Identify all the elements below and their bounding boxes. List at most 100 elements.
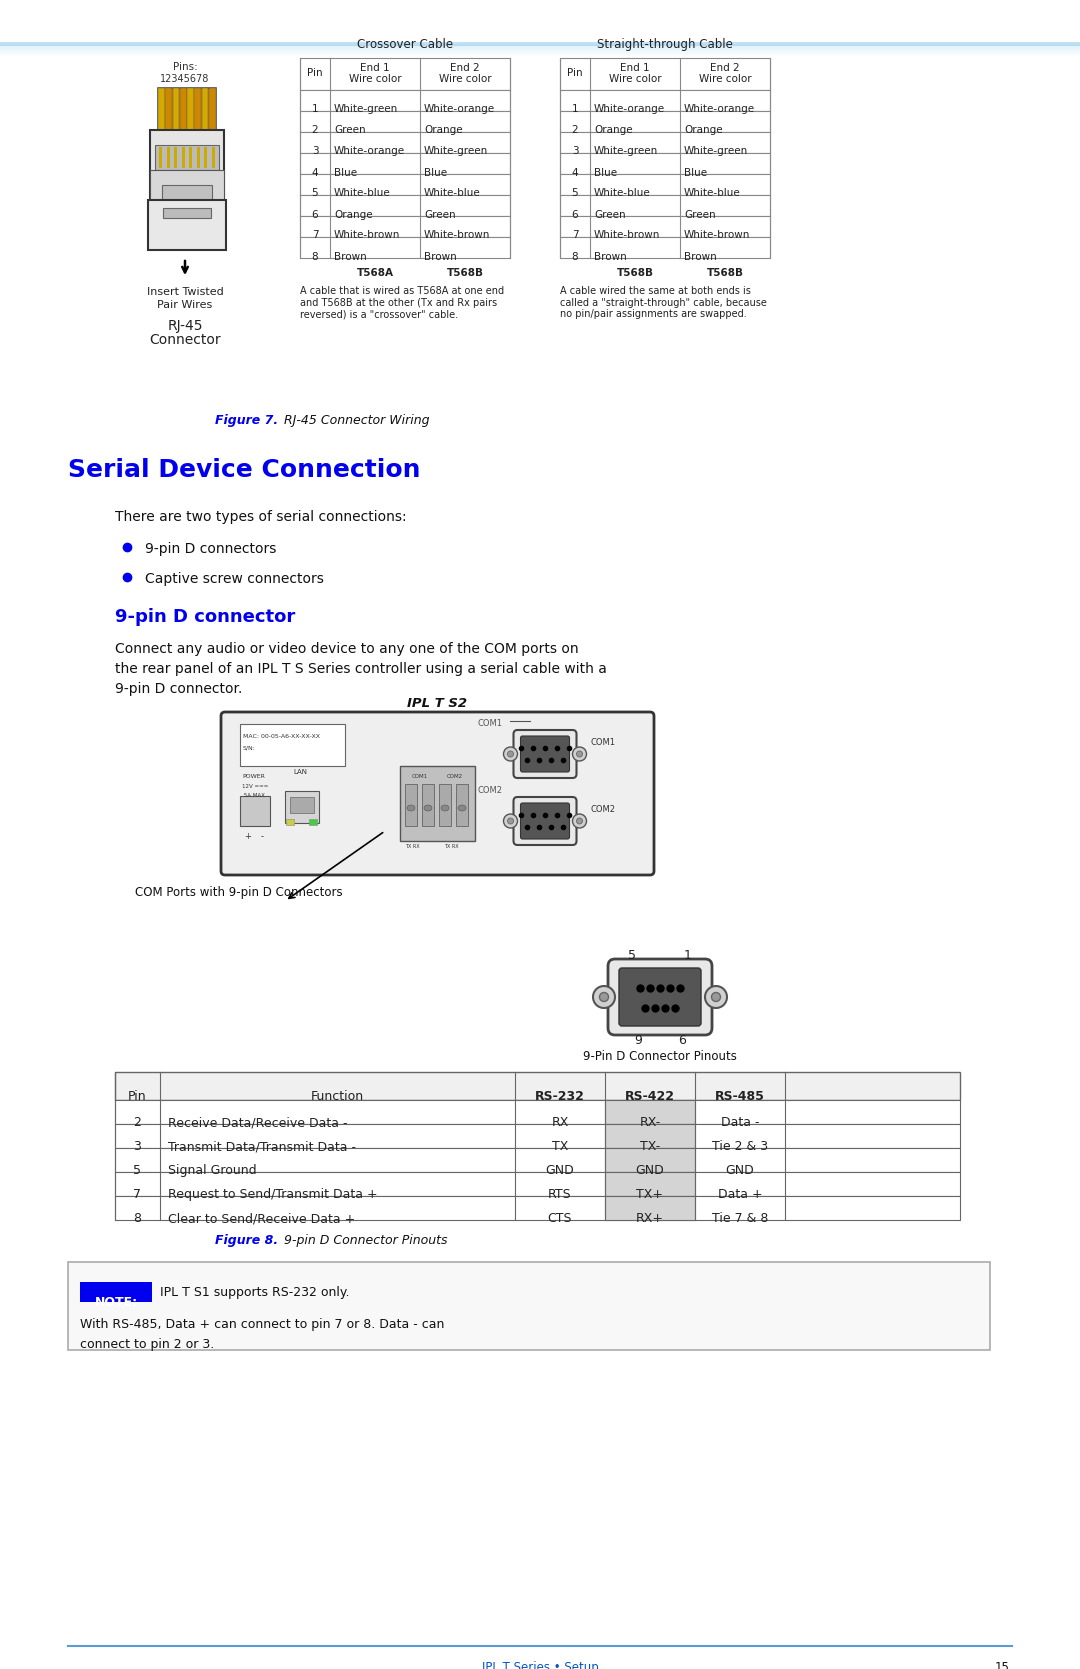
Text: Orange: Orange <box>684 125 723 135</box>
Text: Blue: Blue <box>594 167 617 177</box>
Text: Orange: Orange <box>594 125 633 135</box>
Text: 12345678: 12345678 <box>160 73 210 83</box>
Bar <box>156 145 219 170</box>
Text: NOTE:: NOTE: <box>94 1297 137 1308</box>
Text: 5: 5 <box>627 950 636 961</box>
Bar <box>165 88 172 130</box>
Text: 6: 6 <box>571 210 578 220</box>
Text: RJ-45 Connector Wiring: RJ-45 Connector Wiring <box>280 414 430 427</box>
Text: White-orange: White-orange <box>334 147 405 157</box>
Text: 6: 6 <box>678 1035 686 1046</box>
Text: GND: GND <box>726 1163 754 1177</box>
Text: Green: Green <box>594 210 625 220</box>
Text: RS-232: RS-232 <box>535 1090 585 1103</box>
Bar <box>456 784 468 826</box>
Text: White-brown: White-brown <box>424 230 490 240</box>
Text: Tie 7 & 8: Tie 7 & 8 <box>712 1212 768 1225</box>
Ellipse shape <box>572 814 586 828</box>
Ellipse shape <box>407 804 415 811</box>
Bar <box>114 1172 960 1197</box>
Text: Function: Function <box>311 1090 364 1103</box>
Text: Brown: Brown <box>594 252 626 262</box>
Bar <box>561 215 770 237</box>
Text: S/N:: S/N: <box>243 746 256 751</box>
Text: White-green: White-green <box>594 147 658 157</box>
Text: There are two types of serial connections:: There are two types of serial connection… <box>114 511 407 524</box>
Text: 3: 3 <box>571 147 578 157</box>
Text: White-orange: White-orange <box>424 105 495 115</box>
Ellipse shape <box>424 804 432 811</box>
Bar <box>210 130 215 142</box>
Text: Orange: Orange <box>424 125 462 135</box>
Text: 7: 7 <box>571 230 578 240</box>
Text: 3: 3 <box>312 147 319 157</box>
Bar <box>114 1123 960 1148</box>
Text: 1: 1 <box>312 105 319 115</box>
Bar <box>438 784 451 826</box>
Bar <box>561 237 770 259</box>
FancyBboxPatch shape <box>608 960 712 1035</box>
Bar <box>561 154 770 174</box>
Bar <box>300 215 510 237</box>
Bar <box>240 724 345 766</box>
Bar <box>300 237 510 259</box>
Ellipse shape <box>572 748 586 761</box>
Ellipse shape <box>705 986 727 1008</box>
Bar <box>561 195 770 215</box>
Bar <box>0 42 1080 47</box>
Text: COM2: COM2 <box>447 774 463 779</box>
Text: Insert Twisted: Insert Twisted <box>147 287 224 297</box>
Bar <box>605 1123 696 1148</box>
Bar <box>165 130 172 142</box>
FancyBboxPatch shape <box>513 798 577 845</box>
Text: Pair Wires: Pair Wires <box>158 300 213 310</box>
Text: 5: 5 <box>571 189 578 199</box>
Text: Receive Data/Receive Data -: Receive Data/Receive Data - <box>168 1117 348 1128</box>
Text: 1: 1 <box>571 105 578 115</box>
Bar <box>422 784 434 826</box>
Text: +: + <box>244 833 252 841</box>
Text: TX-: TX- <box>639 1140 660 1153</box>
Text: GND: GND <box>545 1163 575 1177</box>
Text: Orange: Orange <box>334 210 373 220</box>
Text: COM Ports with 9-pin D Connectors: COM Ports with 9-pin D Connectors <box>135 886 342 900</box>
FancyBboxPatch shape <box>619 968 701 1026</box>
Text: Green: Green <box>684 210 716 220</box>
Text: White-blue: White-blue <box>334 189 391 199</box>
Text: 8: 8 <box>134 1212 141 1225</box>
Text: Serial Device Connection: Serial Device Connection <box>68 457 420 482</box>
Text: 9-pin D connector: 9-pin D connector <box>114 608 295 626</box>
Bar <box>605 1100 696 1123</box>
Bar <box>80 1282 152 1302</box>
Text: Connector: Connector <box>149 334 220 347</box>
Text: Blue: Blue <box>334 167 357 177</box>
Ellipse shape <box>577 751 582 758</box>
Text: COM1: COM1 <box>477 719 502 728</box>
Bar <box>286 819 294 824</box>
Ellipse shape <box>599 993 608 1001</box>
Text: 3: 3 <box>134 1140 141 1153</box>
Text: 2: 2 <box>134 1117 141 1128</box>
Bar <box>181 147 185 169</box>
Text: White-green: White-green <box>334 105 399 115</box>
Text: Signal Ground: Signal Ground <box>168 1163 257 1177</box>
Text: With RS-485, Data + can connect to pin 7 or 8. Data - can: With RS-485, Data + can connect to pin 7… <box>80 1319 444 1330</box>
Text: Transmit Data/Transmit Data -: Transmit Data/Transmit Data - <box>168 1140 356 1153</box>
Bar <box>150 130 224 210</box>
Ellipse shape <box>458 804 465 811</box>
Text: Brown: Brown <box>334 252 367 262</box>
Text: A cable wired the same at both ends is
called a "straight-through" cable, becaus: A cable wired the same at both ends is c… <box>561 285 767 319</box>
Bar <box>300 112 510 132</box>
Text: T568B: T568B <box>446 269 484 279</box>
Text: Wire color: Wire color <box>349 73 402 83</box>
Ellipse shape <box>712 993 720 1001</box>
Text: -: - <box>260 833 264 841</box>
Bar <box>158 88 216 130</box>
Text: A cable that is wired as T568A at one end
and T568B at the other (Tx and Rx pair: A cable that is wired as T568A at one en… <box>300 285 504 319</box>
Bar <box>197 147 200 169</box>
Text: White-brown: White-brown <box>684 230 751 240</box>
Bar <box>114 1071 960 1100</box>
Bar <box>159 147 162 169</box>
Bar <box>150 170 224 200</box>
Text: MAC: 00-05-A6-XX-XX-XX: MAC: 00-05-A6-XX-XX-XX <box>243 734 320 739</box>
